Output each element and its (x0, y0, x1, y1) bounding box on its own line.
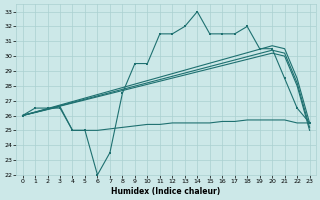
X-axis label: Humidex (Indice chaleur): Humidex (Indice chaleur) (111, 187, 221, 196)
